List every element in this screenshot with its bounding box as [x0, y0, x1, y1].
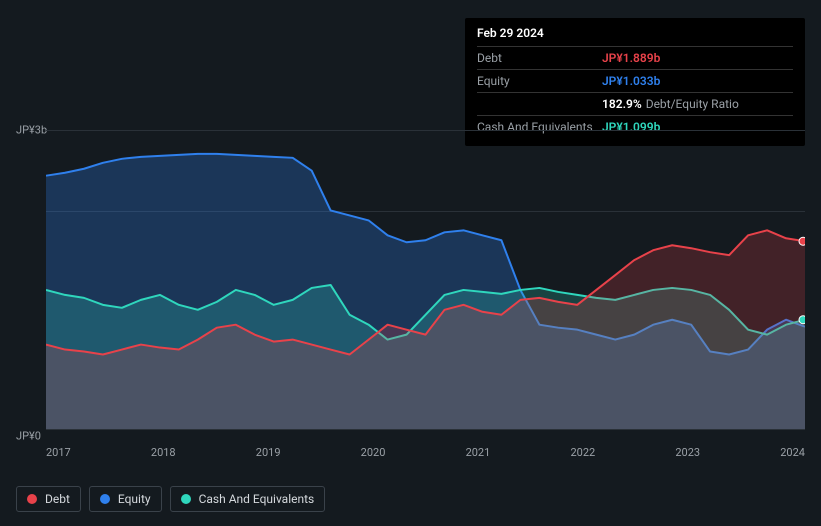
legend-label: Equity: [118, 492, 151, 506]
chart-legend: Debt Equity Cash And Equivalents: [16, 486, 325, 512]
legend-item[interactable]: Equity: [89, 486, 162, 512]
x-axis-labels: 2017 2018 2019 2020 2021 2022 2023 2024: [46, 446, 805, 459]
legend-label: Debt: [45, 492, 70, 506]
tooltip-row-value: JP¥1.033b: [602, 74, 660, 88]
x-axis-tick: 2018: [151, 446, 176, 459]
legend-item[interactable]: Debt: [16, 486, 81, 512]
legend-dot-icon: [27, 494, 37, 504]
x-axis-tick: 2021: [466, 446, 491, 459]
x-axis-tick: 2020: [361, 446, 386, 459]
legend-dot-icon: [100, 494, 110, 504]
chart-plot[interactable]: [46, 130, 805, 430]
legend-item[interactable]: Cash And Equivalents: [170, 486, 326, 512]
tooltip-row-sublabel: Debt/Equity Ratio: [646, 97, 739, 111]
tooltip-row: EquityJP¥1.033b: [477, 69, 793, 92]
y-axis-label-top: JP¥3b: [16, 124, 47, 137]
x-axis-tick: 2024: [780, 446, 805, 459]
legend-label: Cash And Equivalents: [199, 492, 315, 506]
tooltip-row: 182.9% Debt/Equity Ratio: [477, 92, 793, 115]
tooltip-row-label: Debt: [477, 51, 602, 65]
x-axis-tick: 2019: [256, 446, 281, 459]
tooltip-row-value: 182.9%: [602, 97, 642, 111]
x-axis-tick: 2022: [570, 446, 595, 459]
tooltip-row-label: [477, 97, 602, 111]
tooltip-row: DebtJP¥1.889b: [477, 46, 793, 69]
tooltip-row-value: JP¥1.889b: [602, 51, 660, 65]
tooltip-row-label: Equity: [477, 74, 602, 88]
x-axis-tick: 2023: [675, 446, 700, 459]
tooltip-date: Feb 29 2024: [477, 26, 793, 46]
chart-container: JP¥3b JP¥0: [16, 120, 805, 440]
legend-dot-icon: [181, 494, 191, 504]
x-axis-tick: 2017: [46, 446, 71, 459]
y-axis-label-bottom: JP¥0: [16, 430, 41, 443]
